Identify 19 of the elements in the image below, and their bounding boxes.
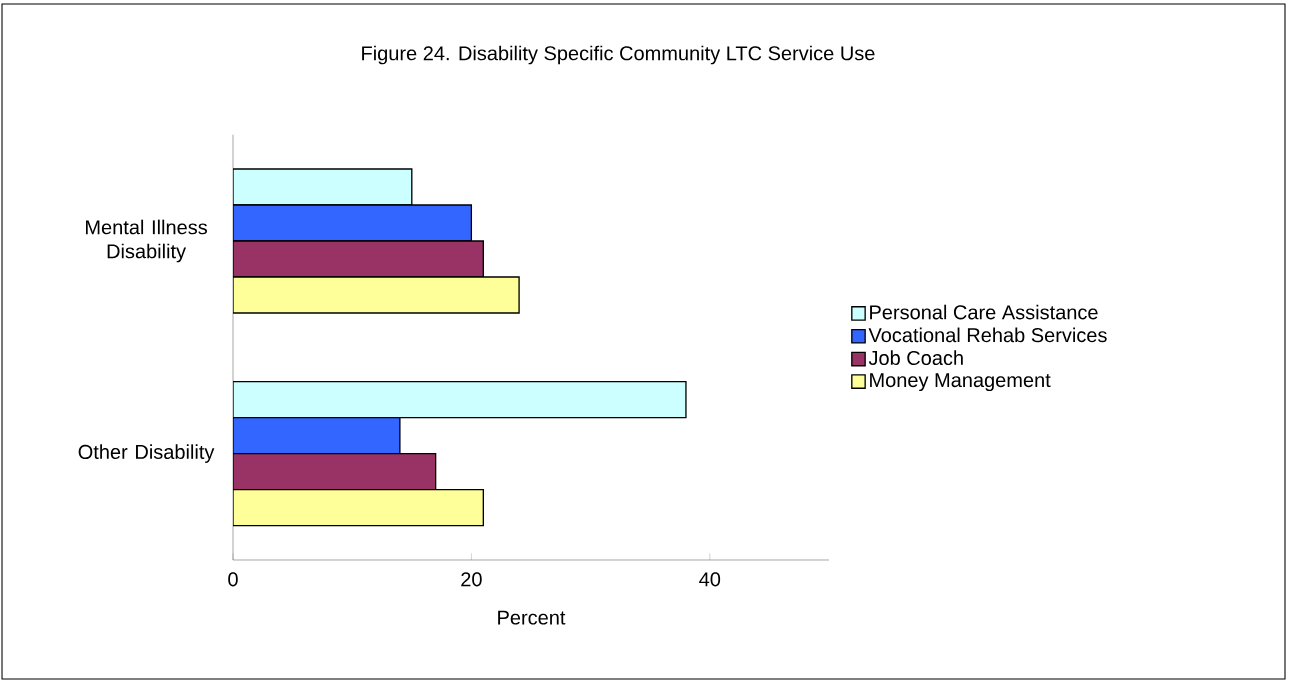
y-tick-label: Other Disability <box>78 444 215 463</box>
bar <box>233 488 484 527</box>
x-tick-label: 40 <box>699 572 721 587</box>
bar <box>233 380 687 419</box>
bar <box>233 204 473 242</box>
x-tick-label: 0 <box>228 572 238 587</box>
legend-label: Job Coach <box>868 350 963 366</box>
bar <box>233 240 484 278</box>
bar <box>233 416 401 455</box>
legend-label: Vocational Rehab Services <box>868 327 1107 343</box>
y-tick-label: Mental Illness Disability <box>86 219 208 263</box>
x-tick-label: 20 <box>461 572 482 587</box>
bar <box>233 452 437 491</box>
bar <box>233 276 520 314</box>
legend-label: Personal Care Assistance <box>870 304 1098 320</box>
chart-title: Figure 24. Disability Specific Community LTC Service Use <box>362 45 875 65</box>
x-axis-title: Percent <box>498 610 566 625</box>
bar <box>233 168 413 206</box>
legend-label: Money Management <box>870 373 1051 392</box>
